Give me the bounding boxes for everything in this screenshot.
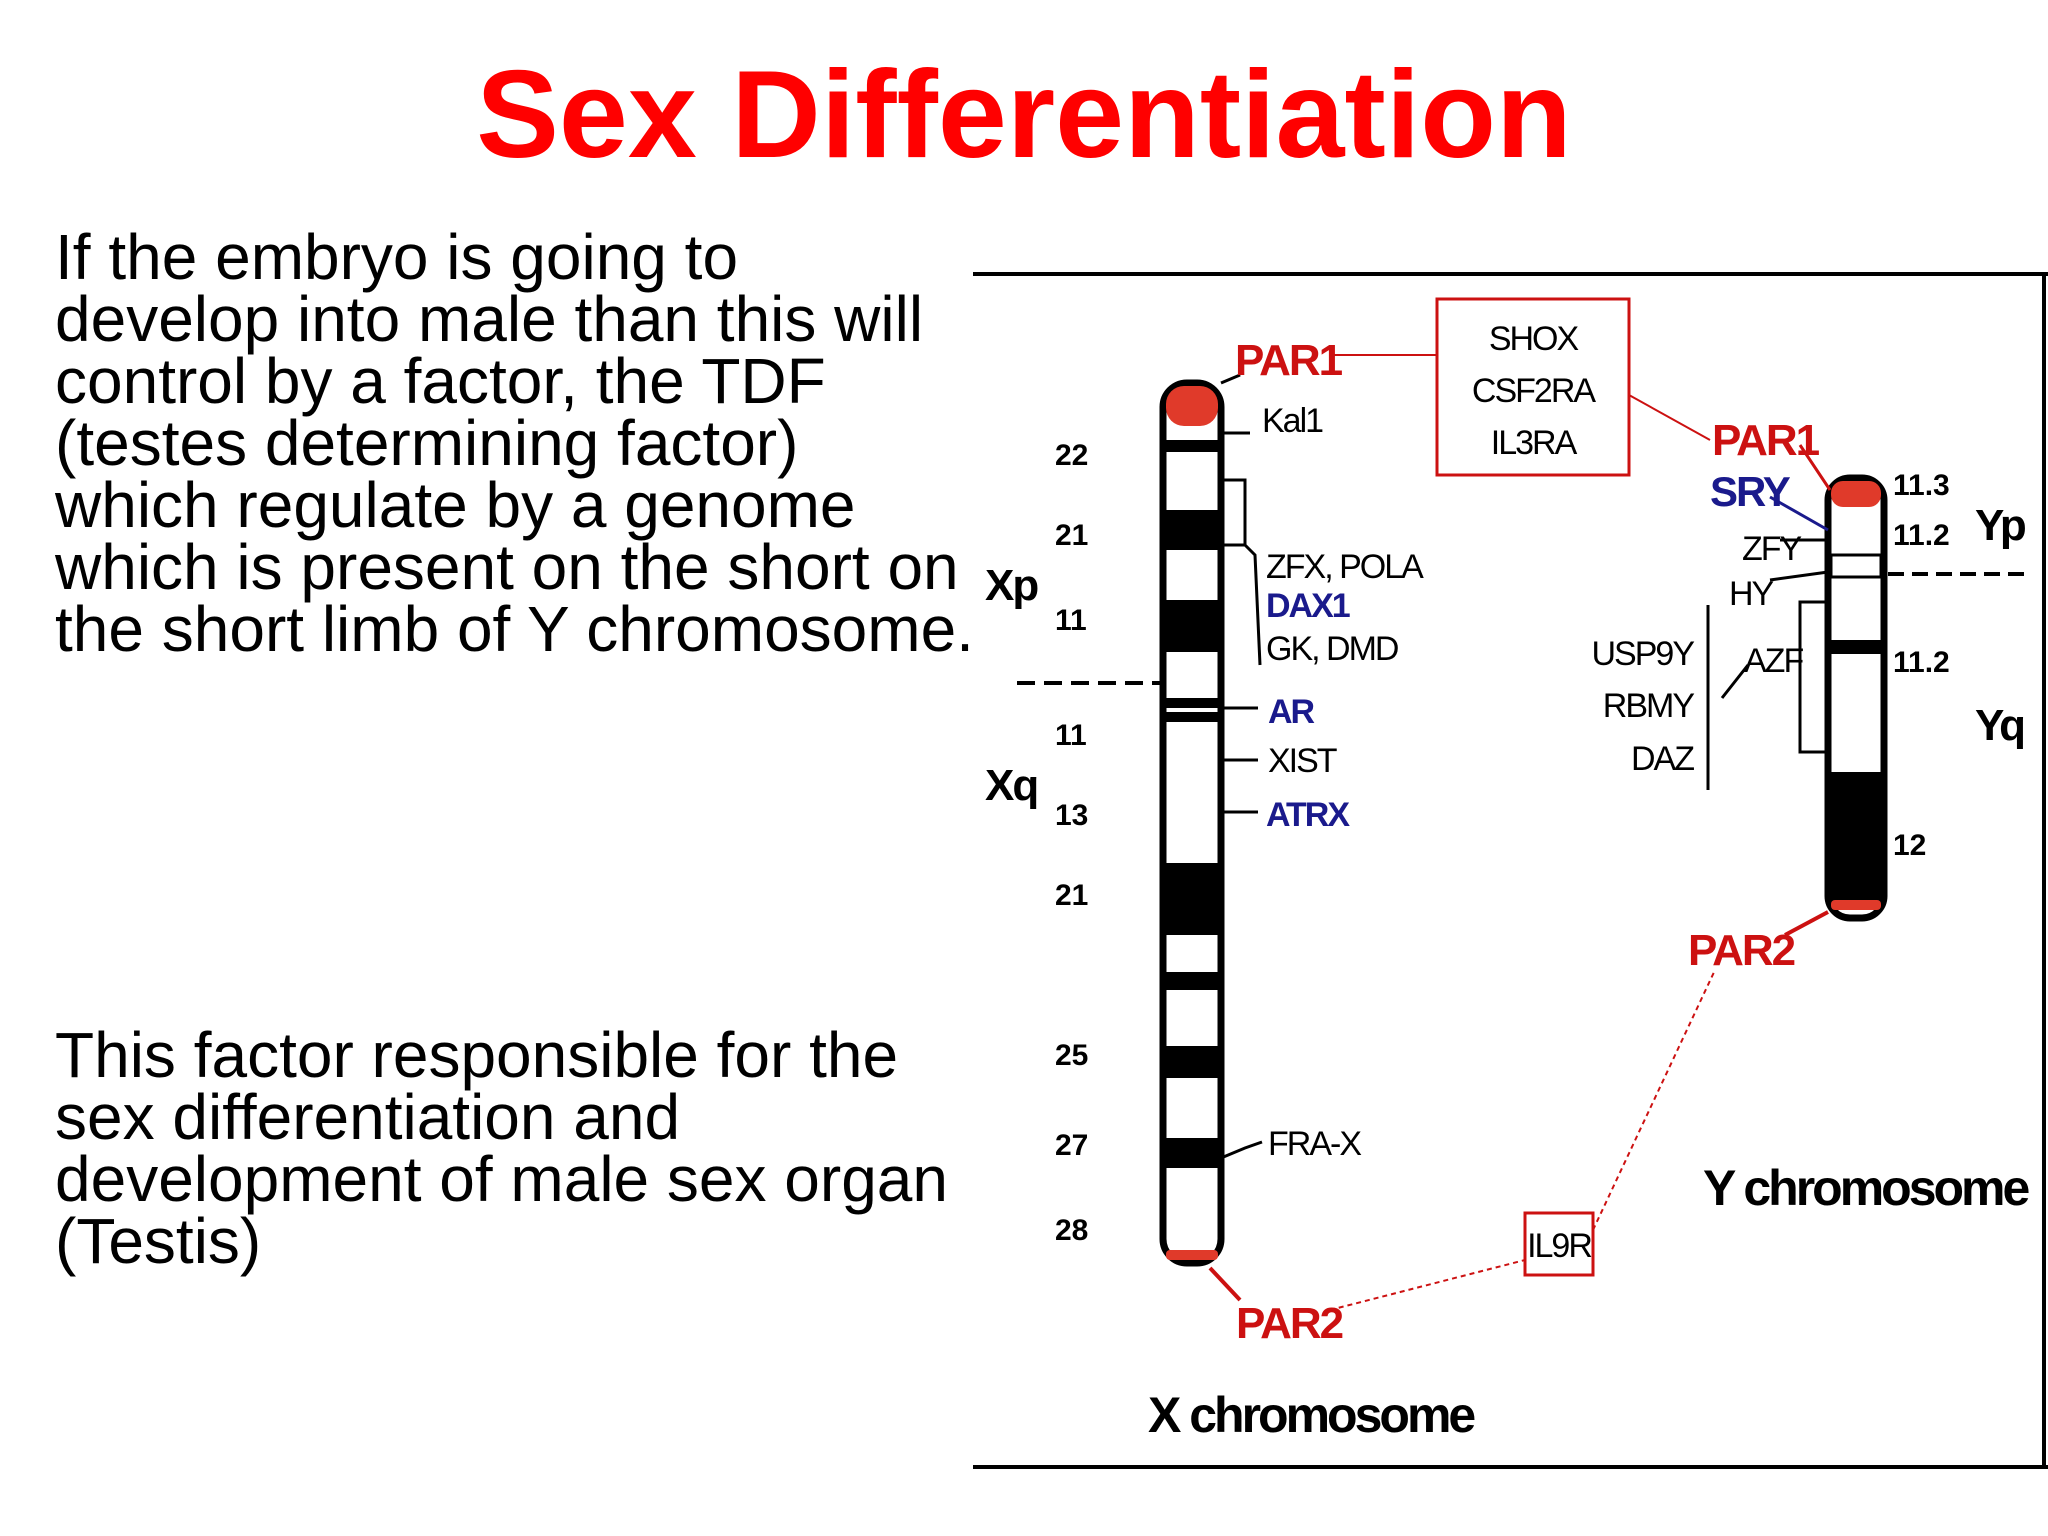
x-band: 11: [1055, 604, 1087, 637]
gene-zfx-pola: ZFX, POLA: [1266, 548, 1424, 586]
gene-il3ra: IL3RA: [1491, 424, 1578, 462]
y-arm-short: Yp: [1975, 501, 2026, 550]
y-par2-region: [1831, 900, 1881, 910]
gene-kal1: Kal1: [1262, 402, 1323, 440]
gene-frax: FRA-X: [1268, 1125, 1361, 1163]
y-band: 11.2: [1893, 646, 1950, 679]
x-par2-region: [1166, 1250, 1218, 1260]
y-par1-leader: [1798, 444, 1832, 491]
par2-link-x: [1329, 1259, 1526, 1311]
gene-sry: SRY: [1710, 468, 1791, 515]
y-par1-region: [1831, 481, 1881, 507]
gene-azf: AZF: [1744, 642, 1803, 680]
y-par2-leader: [1784, 910, 1829, 937]
gene-rbmy: RBMY: [1603, 687, 1695, 725]
x-band: 21: [1055, 879, 1088, 912]
gene-xist: XIST: [1268, 742, 1337, 780]
y-par2-label: PAR2: [1688, 926, 1795, 975]
x-gene-leaders: [1220, 373, 1263, 1160]
gene-il9r: IL9R: [1527, 1227, 1591, 1265]
y-gene-leaders: [1706, 538, 1829, 790]
gene-hy: HY: [1729, 575, 1774, 613]
par1-link-y: [1628, 394, 1711, 441]
gene-daz: DAZ: [1631, 740, 1694, 778]
gene-zfy: ZFY: [1742, 530, 1802, 568]
x-par2-leader: [1208, 1266, 1242, 1302]
gene-gk-dmd: GK, DMD: [1266, 630, 1398, 668]
x-par2-label: PAR2: [1236, 1299, 1343, 1348]
paragraph-sex-organ: This factor responsible for the sex diff…: [55, 1019, 948, 1277]
x-par1-label: PAR1: [1235, 336, 1343, 385]
y-band: 11.3: [1893, 469, 1950, 502]
x-band: 13: [1055, 799, 1088, 832]
x-band: 27: [1055, 1129, 1088, 1162]
y-chromosome-title: Y chromosome: [1703, 1160, 2029, 1216]
x-arm-short: Xp: [985, 561, 1038, 610]
gene-shox: SHOX: [1489, 320, 1579, 358]
x-band: 25: [1055, 1039, 1088, 1072]
gene-csf2ra: CSF2RA: [1472, 372, 1596, 410]
par1-gene-box: [1435, 297, 1631, 477]
y-centromere: [1829, 553, 1883, 579]
par2-gene-box: [1523, 1211, 1595, 1277]
x-arm-long: Xq: [985, 761, 1037, 810]
y-band: 12: [1893, 829, 1926, 862]
y-par1-label: PAR1: [1712, 416, 1820, 465]
gene-atrx: ATRX: [1266, 796, 1350, 834]
y-arm-long: Yq: [1975, 701, 2024, 750]
x-par1-region: [1166, 386, 1218, 426]
x-band: 11: [1055, 719, 1087, 752]
gene-dax1: DAX1: [1266, 587, 1350, 625]
paragraph-tdf: If the embryo is going to develop into m…: [55, 221, 974, 665]
x-chromosome-title: X chromosome: [1148, 1387, 1475, 1443]
y-band: 11.2: [1893, 519, 1950, 552]
x-band-numbers: 22 21 11 11 13 21 25 27 28: [1055, 439, 1088, 1247]
x-chromosome-ideogram: [1159, 379, 1225, 1267]
gene-usp9y: USP9Y: [1592, 635, 1695, 673]
slide-title: Sex Differentiation: [476, 46, 1572, 184]
x-band: 28: [1055, 1214, 1088, 1247]
x-band: 21: [1055, 519, 1088, 552]
sry-leader: [1769, 495, 1829, 532]
y-chromosome-ideogram: [1824, 474, 1888, 922]
x-centromere: [1166, 698, 1218, 708]
x-band: 22: [1055, 439, 1088, 472]
par2-link-y: [1592, 969, 1716, 1231]
gene-ar: AR: [1268, 693, 1315, 731]
